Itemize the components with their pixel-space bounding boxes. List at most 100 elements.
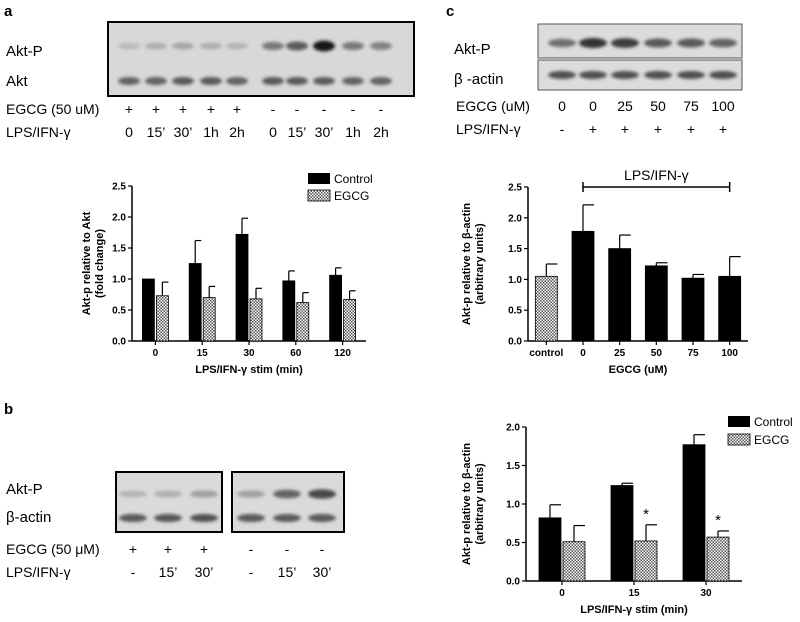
panel-label-c: c — [446, 3, 454, 20]
chart-b-ylabel-1: (arbitrary units) — [474, 463, 486, 545]
blot-b-egcg-sign-5: - — [320, 541, 325, 557]
blot-c-lps-sign-0: - — [560, 121, 565, 137]
blot-b-lps-time-2: 30’ — [195, 564, 214, 580]
blot-a-egcg-label: EGCG (50 uM) — [6, 101, 99, 117]
blot-c-bands — [548, 38, 737, 79]
blot-a-egcg-sign-3: + — [207, 101, 215, 117]
blot-b-egcg-signs: + + + - - - — [129, 541, 325, 557]
chart-a-legend-label-egcg: EGCG — [334, 189, 369, 203]
chart-b-bar-control-0 — [538, 517, 562, 582]
chart-a-legend-swatch-egcg — [307, 189, 331, 202]
chart-b-significance-1: * — [715, 512, 721, 529]
blot-b-lps-times: - 15’ 30’ - 15’ 30’ — [131, 564, 332, 580]
chart-a-ytick-label-4: 2.0 — [112, 213, 126, 224]
blot-a-band-top-6 — [286, 41, 308, 51]
chart-c-ytick-label-4: 2.0 — [508, 213, 522, 224]
chart-c-ytick-label-2: 1.0 — [508, 275, 522, 286]
chart-c-xtick-label-5: 100 — [721, 348, 738, 359]
chart-b: 0.0 0.5 1.0 1.5 2.0 Akt-p relative to β-actin… — [461, 415, 793, 616]
blot-a-row-akt-p: Akt-P — [6, 43, 43, 60]
chart-b-xtick-label-0: 0 — [559, 588, 565, 599]
blot-b-egcg-sign-3: - — [249, 541, 254, 557]
chart-b-bar-egcg-0 — [562, 541, 586, 582]
chart-a-xtick-label-3: 60 — [290, 348, 302, 359]
chart-b-bar-control-1 — [610, 485, 634, 582]
blot-c-band-top-2 — [611, 38, 639, 48]
blot-b-band-bottom-5 — [308, 514, 336, 522]
blot-a-egcg-sign-4: + — [233, 101, 241, 117]
chart-a-legend-swatch-control — [308, 173, 330, 184]
chart-b-ytick-label-0: 0.0 — [506, 577, 520, 588]
panel-label-b: b — [4, 401, 13, 418]
blot-a-lps-time-4: 2h — [229, 124, 245, 140]
chart-b-bar-egcg-1 — [634, 540, 658, 582]
blot-b-band-top-4 — [273, 489, 301, 499]
chart-c-ytick-label-5: 2.5 — [508, 183, 522, 194]
chart-c-bar-value-1 — [571, 230, 595, 342]
chart-c-xtick-label-3: 50 — [651, 348, 663, 359]
blot-b-band-bottom-2 — [190, 514, 218, 522]
chart-a-bar-control-4 — [329, 274, 343, 342]
blot-a-row-akt: Akt — [6, 73, 29, 90]
blot-b-band-top-5 — [308, 489, 336, 499]
blot-c-egcg-value-1: 0 — [589, 98, 597, 114]
blot-a-band-top-5 — [262, 41, 284, 51]
blot-a-band-bottom-2 — [172, 77, 194, 85]
blot-c-egcg-value-3: 50 — [650, 98, 666, 114]
blot-b-lps-time-3: - — [249, 564, 254, 580]
blot-c-band-top-3 — [644, 38, 672, 48]
blot-c-lps-signs: - + + + + + — [560, 121, 727, 137]
chart-a-ytick-label-2: 1.0 — [112, 275, 126, 286]
chart-a-ytick-label-5: 2.5 — [112, 182, 126, 193]
chart-a-ytick-label-3: 1.5 — [112, 244, 126, 255]
chart-c-xtick-label-4: 75 — [687, 348, 699, 359]
chart-c-ylabel-1: (arbitrary units) — [474, 223, 486, 305]
chart-c-xlabel: EGCG (uM) — [609, 364, 668, 376]
chart-a-ylabel-1: (fold change) — [94, 229, 106, 298]
blot-a-lps-time-1: 15’ — [147, 124, 166, 140]
blot-b-row-akt-p: Akt-P — [6, 481, 43, 498]
chart-a-xtick-label-1: 15 — [197, 348, 209, 359]
blot-b-band-bottom-4 — [273, 514, 301, 522]
blot-b-bands — [119, 489, 336, 522]
blot-a-band-top-9 — [370, 42, 392, 50]
blot-a-lps-label: LPS/IFN-γ — [6, 124, 71, 140]
chart-b-legend-swatch-egcg — [727, 433, 751, 446]
blot-b-membrane-right — [231, 471, 345, 533]
chart-a-ytick-label-1: 0.5 — [112, 306, 126, 317]
blot-b-band-bottom-3 — [237, 514, 265, 522]
blot-c-row-actin: β -actin — [454, 71, 503, 88]
blot-c-band-bottom-5 — [709, 71, 737, 79]
blot-a-band-top-7 — [313, 40, 335, 52]
blot-a-bands — [118, 40, 392, 85]
blot-b-lps-label: LPS/IFN-γ — [6, 564, 71, 580]
chart-b-ytick-label-4: 2.0 — [506, 423, 520, 434]
blot-a-band-top-2 — [172, 42, 194, 50]
blot-b-band-top-1 — [154, 490, 182, 498]
blot-a-band-bottom-1 — [145, 77, 167, 85]
blot-a-egcg-sign-1: + — [152, 101, 160, 117]
chart-a-bar-egcg-4 — [343, 299, 357, 342]
blot-b-egcg-sign-1: + — [164, 541, 172, 557]
blot-a-lps-time-6: 15’ — [288, 124, 307, 140]
chart-a: 0.0 0.5 1.0 1.5 2.0 2.5 Akt-p relative to Akt(… — [81, 172, 373, 376]
blot-a-band-bottom-4 — [226, 77, 248, 85]
chart-b-xlabel: LPS/IFN-γ stim (min) — [580, 604, 688, 616]
blot-a-egcg-sign-8: - — [351, 101, 356, 117]
chart-b-ytick-label-3: 1.5 — [506, 461, 520, 472]
chart-a-bar-egcg-3 — [296, 302, 310, 342]
blot-b-membrane-left — [115, 471, 223, 533]
chart-a-bar-egcg-1 — [202, 297, 216, 342]
chart-c-ytick-label-0: 0.0 — [508, 337, 522, 348]
blot-b-egcg-sign-2: + — [200, 541, 208, 557]
blot-b-egcg-sign-4: - — [285, 541, 290, 557]
blot-c-lps-sign-5: + — [719, 121, 727, 137]
chart-a-bar-egcg-0 — [155, 295, 169, 342]
chart-a-bar-control-0 — [141, 278, 155, 342]
blot-c-egcg-label: EGCG (uM) — [456, 98, 530, 114]
chart-c-bar-value-0 — [534, 275, 558, 342]
panel-label-a: a — [4, 3, 13, 20]
chart-b-xtick-label-2: 30 — [700, 588, 712, 599]
blot-c: Akt-P β -actin EGCG (uM) LPS/IFN-γ 0 0 25 5… — [454, 23, 743, 137]
blot-b: Akt-P β-actin EGCG (50 μM) LPS/IFN-γ + + +… — [6, 471, 345, 580]
